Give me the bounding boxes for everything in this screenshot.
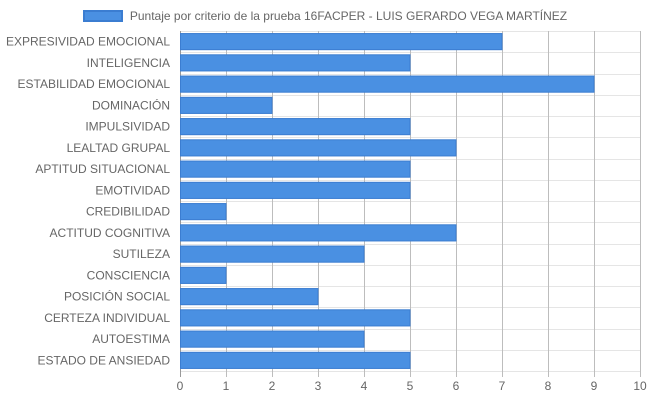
y-category-label: CREDIBILIDAD (86, 205, 170, 219)
legend-swatch (82, 10, 123, 22)
y-category-label: EMOTIVIDAD (95, 183, 170, 197)
bar (180, 266, 227, 284)
bar (180, 203, 227, 221)
bar (180, 309, 411, 327)
bar (180, 118, 411, 136)
x-tick-label: 0 (177, 379, 184, 393)
y-category-label: ESTABILIDAD EMOCIONAL (18, 77, 171, 91)
x-tick-label: 7 (499, 379, 506, 393)
x-tick-label: 9 (591, 379, 598, 393)
bar (180, 351, 411, 369)
y-category-label: CONSCIENCIA (87, 268, 170, 282)
x-tick-label: 4 (361, 379, 368, 393)
y-category-label: INTELIGENCIA (87, 56, 170, 70)
y-category-label: AUTOESTIMA (92, 332, 170, 346)
bar (180, 33, 503, 51)
x-tick-label: 6 (453, 379, 460, 393)
y-category-label: ACTITUD COGNITIVA (50, 226, 170, 240)
bar (180, 288, 319, 306)
x-tick-label: 5 (407, 379, 414, 393)
y-category-label: APTITUD SITUACIONAL (35, 162, 170, 176)
y-category-label: POSICIÓN SOCIAL (64, 289, 170, 304)
bar (180, 160, 411, 178)
y-category-label: SUTILEZA (113, 247, 170, 261)
legend[interactable]: Puntaje por criterio de la prueba 16FACP… (0, 6, 650, 26)
bar (180, 75, 595, 93)
bar (180, 54, 411, 72)
bar (180, 96, 273, 114)
y-category-label: DOMINACIÓN (92, 97, 170, 112)
bar (180, 139, 457, 157)
x-tick-label: 10 (633, 379, 647, 393)
x-tick-label: 2 (269, 379, 276, 393)
y-category-label: EXPRESIVIDAD EMOCIONAL (6, 35, 170, 49)
y-category-label: ESTADO DE ANSIEDAD (38, 353, 171, 367)
x-tick-label: 8 (545, 379, 552, 393)
bar (180, 245, 365, 263)
y-category-label: LEALTAD GRUPAL (67, 141, 171, 155)
y-category-label: CERTEZA INDIVIDUAL (44, 311, 170, 325)
x-tick-label: 1 (223, 379, 230, 393)
legend-label: Puntaje por criterio de la prueba 16FACP… (129, 9, 568, 23)
y-category-label: IMPULSIVIDAD (85, 120, 170, 134)
bar (180, 181, 411, 199)
bar (180, 224, 457, 242)
x-tick-label: 3 (315, 379, 322, 393)
bar (180, 330, 365, 348)
